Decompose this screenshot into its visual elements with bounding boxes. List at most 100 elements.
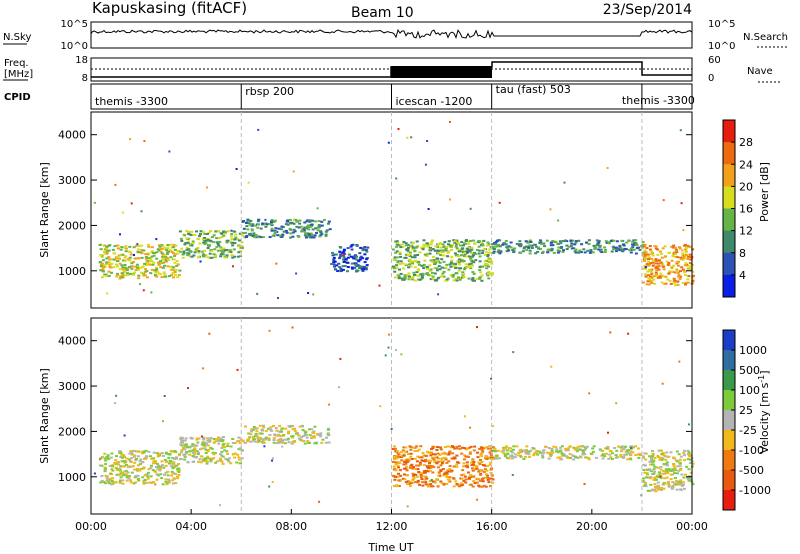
data-cell: [631, 446, 635, 449]
data-cell: [206, 186, 208, 189]
data-cell: [247, 181, 250, 184]
data-cell: [232, 265, 234, 268]
data-cell: [610, 250, 614, 253]
data-cell: [258, 424, 262, 427]
data-cell: [455, 243, 459, 246]
data-cell: [466, 471, 470, 474]
data-cell: [560, 445, 564, 448]
data-cell: [199, 455, 203, 458]
data-cell: [509, 455, 513, 458]
colorbar-tick-label: 500: [739, 364, 760, 377]
data-cell: [397, 479, 401, 482]
data-cell: [479, 473, 483, 476]
data-cell: [436, 277, 440, 280]
data-cell: [656, 481, 660, 484]
data-cell: [154, 483, 157, 486]
data-cell: [209, 459, 213, 461]
data-cell: [549, 249, 553, 252]
data-cell: [210, 249, 214, 252]
data-cell: [450, 469, 454, 472]
data-cell: [215, 237, 219, 240]
data-cell: [471, 264, 474, 267]
data-cell: [680, 484, 684, 487]
data-cell: [158, 452, 162, 455]
data-cell: [259, 227, 263, 230]
data-cell: [658, 458, 662, 461]
data-cell: [166, 265, 170, 268]
data-cell: [462, 260, 466, 262]
data-cell: [529, 449, 533, 452]
data-cell: [186, 254, 190, 257]
data-cell: [411, 481, 415, 484]
data-cell: [558, 456, 562, 459]
data-cell: [406, 453, 410, 455]
data-cell: [438, 261, 442, 264]
data-cell: [393, 478, 397, 481]
data-cell: [450, 256, 454, 259]
data-cell: [447, 240, 451, 243]
data-cell: [486, 241, 490, 244]
colorbar-swatch: [723, 470, 735, 491]
data-cell: [447, 243, 450, 246]
data-cell: [100, 475, 104, 477]
data-cell: [104, 247, 108, 250]
data-cell: [204, 241, 208, 244]
data-cell: [154, 271, 158, 274]
data-cell: [509, 241, 513, 244]
data-cell: [282, 230, 286, 233]
freq-left-tick-top: 18: [75, 55, 88, 66]
data-cell: [118, 257, 122, 260]
data-cell: [350, 248, 354, 251]
data-cell: [352, 262, 356, 265]
data-cell: [559, 446, 563, 449]
data-cell: [238, 232, 242, 235]
data-cell: [303, 234, 307, 237]
data-cell: [487, 481, 491, 484]
data-cell: [209, 446, 213, 449]
data-cell: [139, 283, 141, 286]
data-cell: [204, 448, 208, 451]
data-cell: [455, 279, 459, 282]
data-cell: [150, 464, 153, 467]
data-cell: [574, 455, 577, 458]
data-cell: [134, 269, 138, 271]
data-cell: [433, 461, 437, 464]
data-cell: [179, 441, 183, 444]
data-cell: [478, 269, 482, 272]
data-cell: [455, 247, 459, 250]
cpid-segment-label: icescan -1200: [396, 95, 473, 108]
data-cell: [162, 466, 166, 469]
data-cell: [337, 262, 341, 265]
data-cell: [461, 259, 465, 262]
data-cell: [248, 219, 252, 222]
data-cell: [290, 435, 294, 438]
data-cell: [241, 234, 245, 237]
data-cell: [428, 252, 432, 255]
colorbar-swatch: [723, 274, 735, 298]
data-cell: [524, 449, 528, 451]
data-cell: [659, 272, 663, 275]
data-cell: [605, 241, 609, 244]
data-cell: [438, 242, 442, 245]
data-cell: [444, 446, 447, 448]
data-cell: [502, 452, 506, 455]
data-cell: [391, 461, 395, 463]
data-cell: [262, 426, 266, 429]
data-cell: [515, 242, 519, 245]
data-cell: [134, 481, 138, 484]
freq-left-tick-bottom: 8: [82, 73, 88, 84]
data-cell: [476, 451, 479, 454]
data-cell: [160, 452, 164, 455]
data-cell: [104, 275, 108, 277]
data-cell: [607, 457, 611, 460]
data-cell: [130, 202, 133, 205]
data-cell: [114, 256, 118, 259]
data-cell: [157, 249, 161, 252]
date-title: 23/Sep/2014: [603, 2, 692, 18]
data-cell: [408, 277, 412, 280]
data-cell: [404, 263, 408, 266]
data-cell: [267, 437, 271, 440]
data-cell: [563, 181, 566, 184]
data-cell: [679, 455, 683, 458]
